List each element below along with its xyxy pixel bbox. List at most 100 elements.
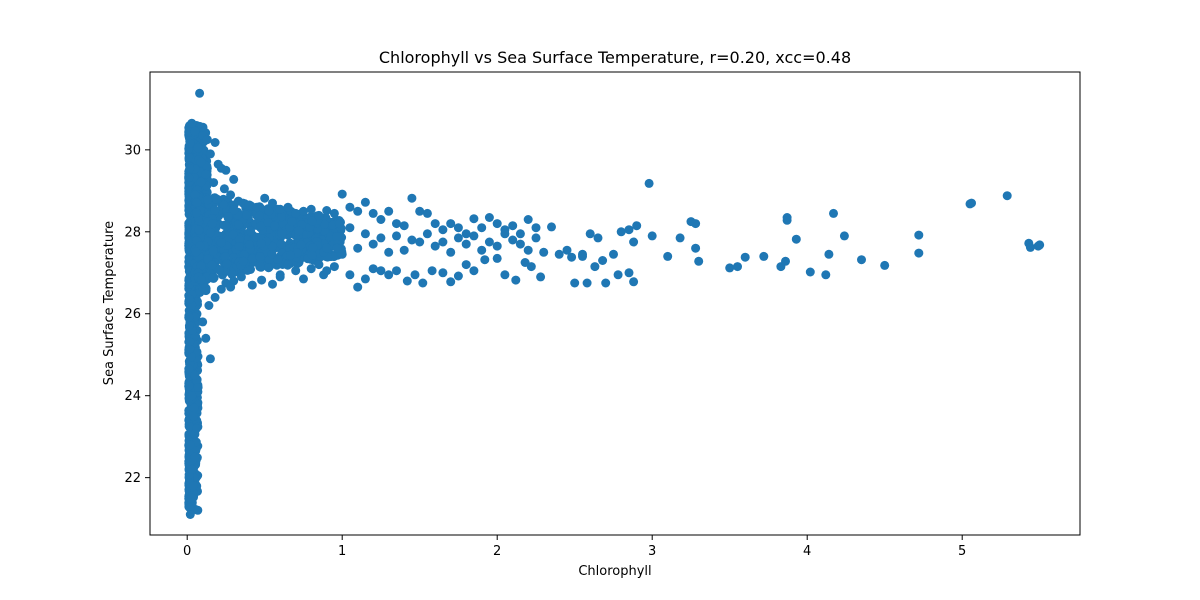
data-point	[306, 264, 316, 274]
data-point	[914, 248, 924, 258]
data-point	[694, 256, 704, 266]
data-point	[191, 247, 201, 257]
data-point	[415, 206, 425, 216]
data-point	[567, 252, 577, 262]
data-point	[536, 272, 546, 282]
data-point	[914, 230, 924, 240]
data-point	[418, 278, 428, 288]
data-point	[376, 233, 386, 243]
data-point	[220, 252, 230, 261]
data-point	[353, 243, 363, 253]
data-point	[469, 214, 479, 224]
data-point	[184, 421, 194, 431]
data-point	[480, 255, 490, 265]
data-point	[629, 277, 639, 287]
data-point	[345, 270, 355, 280]
data-point	[453, 223, 463, 233]
data-point	[238, 256, 248, 266]
x-tick-label: 5	[958, 544, 966, 559]
data-point	[308, 243, 318, 253]
data-point	[593, 233, 603, 243]
data-point	[554, 249, 564, 259]
data-point	[306, 204, 316, 214]
data-point	[438, 237, 448, 247]
data-point	[255, 252, 265, 262]
data-point	[740, 252, 750, 262]
data-point	[192, 424, 201, 433]
data-point	[601, 278, 611, 288]
data-point	[186, 352, 196, 362]
data-point	[438, 225, 448, 235]
data-point	[244, 240, 254, 249]
data-point	[219, 199, 229, 209]
data-point	[229, 174, 239, 184]
data-point	[523, 215, 533, 224]
data-point	[839, 231, 849, 241]
data-point	[210, 292, 220, 302]
data-point	[967, 198, 976, 208]
data-point	[782, 215, 792, 225]
data-point	[242, 265, 252, 275]
data-point	[195, 88, 205, 98]
data-point	[185, 510, 195, 519]
data-point	[188, 411, 198, 421]
data-point	[205, 149, 215, 159]
data-point	[484, 213, 494, 222]
y-axis-ticks: 22 24 26 28 30	[124, 143, 150, 486]
data-point	[188, 481, 198, 491]
data-point	[461, 229, 471, 239]
data-point	[184, 153, 194, 162]
data-point	[376, 266, 386, 276]
data-point	[236, 272, 246, 282]
data-point	[880, 260, 890, 270]
data-point	[415, 237, 425, 247]
data-point	[598, 256, 608, 265]
data-point	[477, 223, 487, 233]
data-point	[222, 259, 232, 269]
data-point	[523, 245, 533, 255]
data-point	[781, 256, 790, 266]
data-point	[247, 280, 257, 290]
data-point	[570, 278, 580, 288]
y-axis-label: Sea Surface Temperature	[102, 221, 117, 385]
data-point	[461, 239, 471, 249]
data-point	[402, 276, 412, 286]
data-point	[345, 223, 355, 233]
data-point	[624, 268, 634, 278]
data-point	[190, 452, 200, 462]
data-point	[277, 212, 286, 222]
data-point	[187, 493, 197, 503]
data-point	[202, 135, 212, 145]
data-point	[216, 238, 226, 248]
data-point	[314, 210, 324, 220]
data-point	[196, 157, 206, 167]
data-point	[1025, 242, 1035, 252]
data-point	[392, 231, 401, 241]
y-tick-label: 22	[124, 471, 141, 486]
data-point	[829, 208, 838, 218]
data-point	[531, 223, 541, 233]
data-point	[198, 317, 208, 327]
x-tick-label: 4	[803, 544, 811, 559]
x-axis-ticks: 0 1 2 3 4 5	[183, 535, 966, 559]
data-point	[291, 266, 301, 276]
data-point	[733, 262, 742, 272]
data-point	[539, 247, 549, 257]
data-point	[193, 383, 203, 392]
data-point	[515, 239, 525, 249]
data-point	[759, 251, 769, 261]
data-point	[307, 250, 317, 260]
data-point	[219, 184, 229, 194]
data-point	[422, 229, 432, 239]
data-point	[276, 239, 286, 249]
data-point	[205, 228, 215, 238]
data-point	[663, 251, 673, 261]
data-point	[500, 270, 510, 280]
data-point	[193, 143, 203, 153]
data-point	[353, 206, 363, 216]
data-point	[613, 270, 623, 280]
data-point	[185, 440, 195, 450]
data-point	[234, 242, 244, 251]
data-point	[368, 208, 378, 218]
data-point	[314, 260, 324, 270]
